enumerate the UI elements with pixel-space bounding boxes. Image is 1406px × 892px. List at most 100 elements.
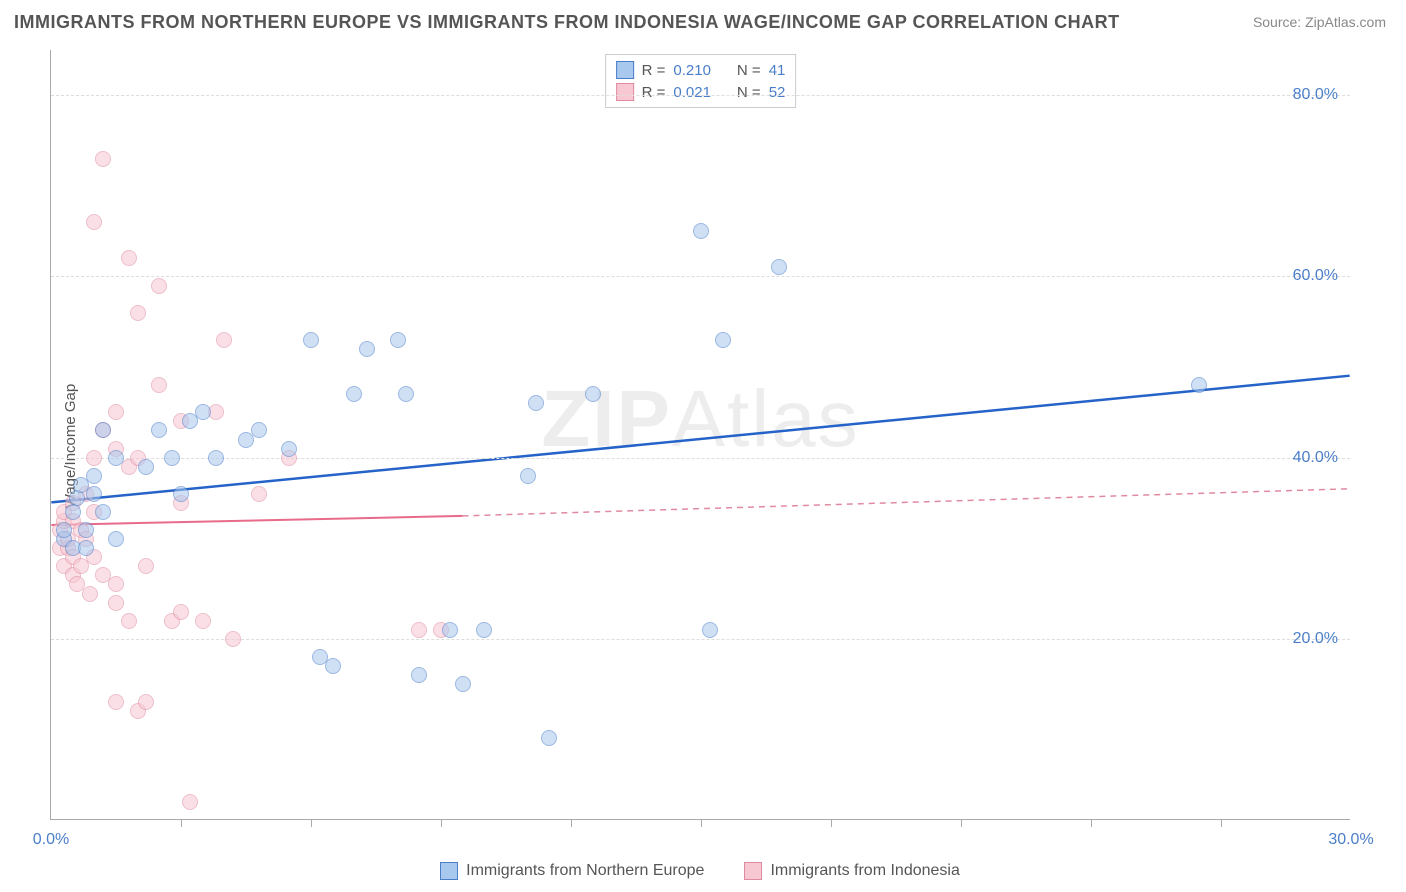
legend-swatch [440,862,458,880]
r-value: 0.021 [673,84,711,101]
x-minor-tick [701,819,702,827]
scatter-point-series1 [585,386,601,402]
legend-series: Immigrants from Northern Europe Immigran… [50,862,1350,880]
scatter-point-series1 [346,386,362,402]
grid-line [51,276,1350,277]
scatter-point-series2 [121,613,137,629]
scatter-point-series1 [398,386,414,402]
scatter-point-series1 [541,730,557,746]
legend-stats: R = 0.210 N = 41 R = 0.021 N = 52 [605,54,797,108]
scatter-point-series2 [182,794,198,810]
y-tick-label: 60.0% [1293,267,1338,285]
legend-swatch [616,83,634,101]
watermark-thin: Atlas [672,374,860,463]
x-minor-tick [831,819,832,827]
n-label: N = [737,62,761,79]
legend-stats-row: R = 0.021 N = 52 [616,81,786,103]
grid-line [51,458,1350,459]
scatter-point-series1 [164,450,180,466]
scatter-point-series2 [216,332,232,348]
scatter-point-series2 [108,694,124,710]
scatter-point-series2 [86,450,102,466]
scatter-point-series1 [138,459,154,475]
x-tick-label: 0.0% [33,831,69,849]
scatter-point-series1 [195,404,211,420]
scatter-point-series1 [359,341,375,357]
scatter-point-series1 [702,622,718,638]
legend-stats-row: R = 0.210 N = 41 [616,59,786,81]
scatter-point-series1 [281,441,297,457]
legend-swatch [616,61,634,79]
n-label: N = [737,84,761,101]
grid-line [51,95,1350,96]
r-label: R = [642,84,666,101]
scatter-point-series1 [86,468,102,484]
source-attribution: Source: ZipAtlas.com [1253,14,1386,30]
scatter-point-series1 [86,486,102,502]
scatter-point-series1 [1191,377,1207,393]
x-minor-tick [1221,819,1222,827]
regression-line [462,489,1349,516]
chart-title: IMMIGRANTS FROM NORTHERN EUROPE VS IMMIG… [14,12,1120,33]
legend-series-label: Immigrants from Indonesia [770,862,959,880]
scatter-point-series1 [108,450,124,466]
scatter-point-series1 [78,522,94,538]
scatter-point-series1 [715,332,731,348]
chart-container: IMMIGRANTS FROM NORTHERN EUROPE VS IMMIG… [0,0,1406,892]
scatter-point-series1 [95,422,111,438]
scatter-point-series2 [121,250,137,266]
scatter-point-series2 [82,586,98,602]
r-value: 0.210 [673,62,711,79]
scatter-point-series1 [528,395,544,411]
scatter-point-series1 [108,531,124,547]
legend-series-item: Immigrants from Indonesia [744,862,959,880]
scatter-point-series2 [108,404,124,420]
scatter-point-series2 [86,214,102,230]
scatter-point-series1 [411,667,427,683]
scatter-point-series2 [138,694,154,710]
scatter-point-series2 [173,604,189,620]
scatter-point-series1 [65,504,81,520]
y-tick-label: 80.0% [1293,86,1338,104]
scatter-point-series1 [208,450,224,466]
scatter-point-series2 [151,377,167,393]
x-tick-label: 30.0% [1328,831,1373,849]
scatter-point-series2 [151,278,167,294]
x-minor-tick [311,819,312,827]
scatter-point-series1 [771,259,787,275]
y-tick-label: 40.0% [1293,449,1338,467]
regression-line [51,516,462,525]
x-minor-tick [961,819,962,827]
scatter-point-series1 [693,223,709,239]
n-value: 52 [769,84,786,101]
x-minor-tick [1091,819,1092,827]
scatter-point-series1 [303,332,319,348]
scatter-point-series1 [173,486,189,502]
scatter-point-series2 [108,595,124,611]
scatter-point-series1 [151,422,167,438]
grid-line [51,639,1350,640]
scatter-point-series2 [108,576,124,592]
x-minor-tick [181,819,182,827]
scatter-point-series1 [78,540,94,556]
scatter-point-series1 [442,622,458,638]
legend-swatch [744,862,762,880]
x-minor-tick [571,819,572,827]
scatter-point-series2 [95,151,111,167]
scatter-point-series1 [325,658,341,674]
scatter-point-series2 [138,558,154,574]
scatter-point-series1 [520,468,536,484]
scatter-point-series1 [69,490,85,506]
watermark-bold: ZIP [541,374,671,463]
legend-series-item: Immigrants from Northern Europe [440,862,704,880]
scatter-point-series2 [411,622,427,638]
scatter-point-series1 [56,522,72,538]
scatter-point-series2 [195,613,211,629]
n-value: 41 [769,62,786,79]
scatter-point-series1 [476,622,492,638]
plot-area: ZIPAtlas R = 0.210 N = 41 R = 0.021 N = … [50,50,1350,820]
scatter-point-series1 [390,332,406,348]
scatter-point-series2 [130,305,146,321]
scatter-point-series2 [251,486,267,502]
scatter-point-series2 [225,631,241,647]
